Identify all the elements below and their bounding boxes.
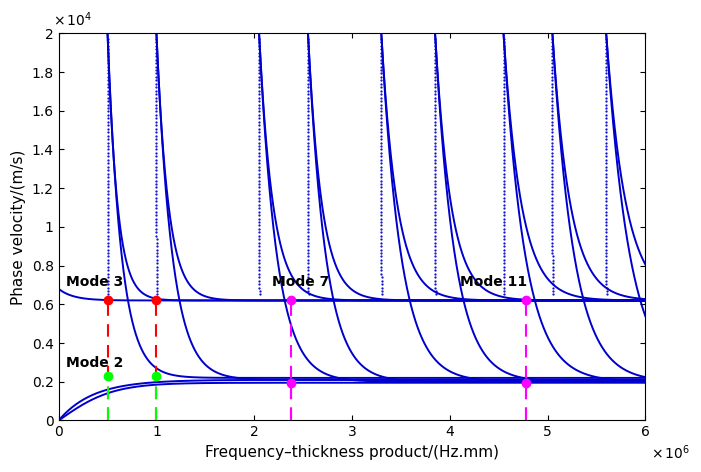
Text: Mode 2: Mode 2 <box>67 356 124 370</box>
X-axis label: Frequency–thickness product/(Hz.mm): Frequency–thickness product/(Hz.mm) <box>205 445 499 460</box>
Y-axis label: Phase velocity/(m/s): Phase velocity/(m/s) <box>11 149 26 304</box>
Text: Mode 3: Mode 3 <box>67 275 123 289</box>
Text: Mode 11: Mode 11 <box>460 275 526 289</box>
Text: Mode 7: Mode 7 <box>272 275 329 289</box>
Text: $\times\,10^4$: $\times\,10^4$ <box>53 11 92 29</box>
Text: $\times\,10^6$: $\times\,10^6$ <box>651 444 690 462</box>
